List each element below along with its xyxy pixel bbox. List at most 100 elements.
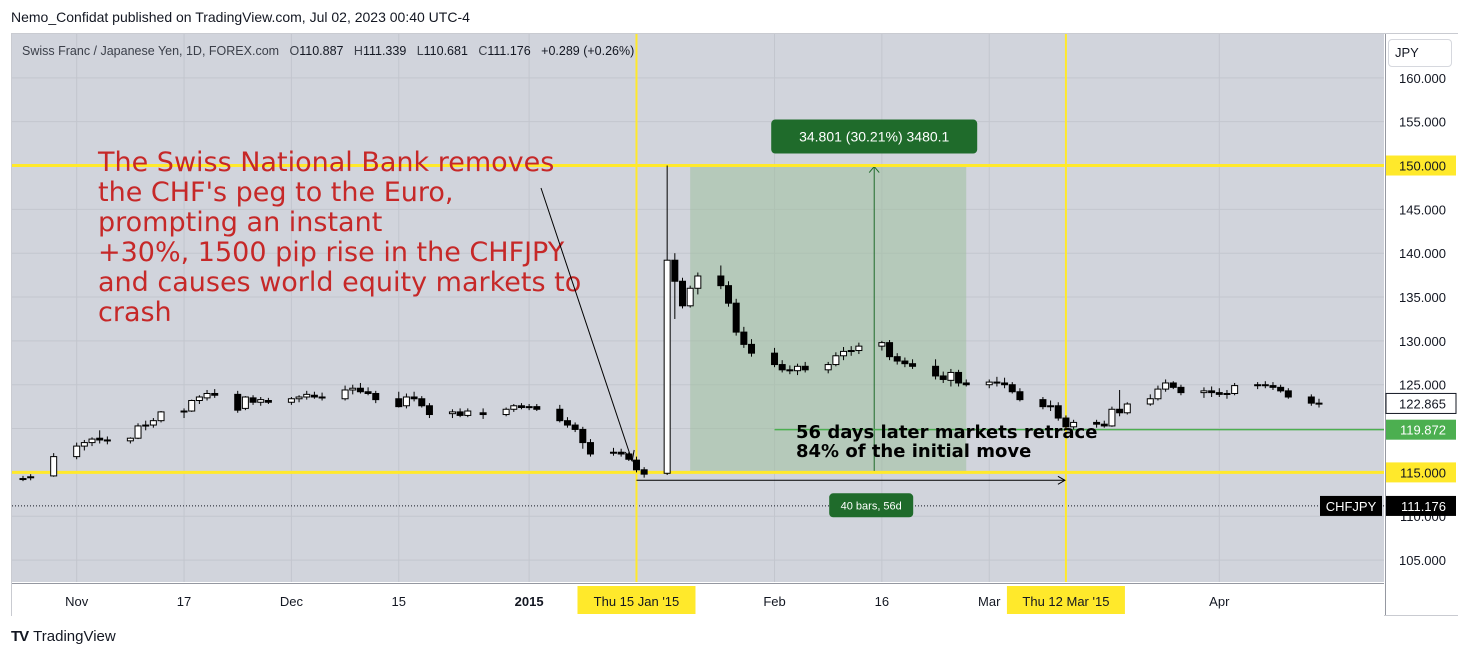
candle	[1261, 381, 1269, 389]
candle	[448, 409, 456, 419]
candle-body	[932, 365, 940, 377]
price-label-text: 122.865	[1399, 396, 1446, 411]
candle-body	[1215, 392, 1223, 395]
currency-button[interactable]: JPY	[1388, 39, 1452, 67]
candle	[80, 439, 88, 451]
candle-body	[88, 438, 96, 444]
change-value: +0.289 (+0.26%)	[541, 44, 635, 58]
y-tick-label: 125.000	[1399, 378, 1446, 393]
candle	[188, 399, 196, 412]
candle	[402, 393, 410, 409]
candle-body	[1307, 396, 1315, 404]
candle	[694, 272, 702, 295]
price-axis[interactable]	[1385, 34, 1458, 615]
candle-body	[686, 287, 694, 307]
candle-body	[1200, 390, 1208, 394]
candle-body	[717, 275, 725, 287]
candle	[349, 384, 357, 395]
candle	[134, 423, 142, 440]
candle	[1231, 382, 1239, 396]
candle	[1208, 386, 1216, 397]
candle-body	[1100, 423, 1108, 427]
x-axis-ticks: Nov 17 Dec 15 2015 Feb 16 Mar Apr	[65, 594, 1230, 609]
candle-body	[1231, 385, 1239, 394]
candle-body	[1054, 405, 1062, 419]
candle-body	[157, 411, 165, 422]
candle	[778, 360, 786, 373]
bars-measure-arrow-head	[1057, 475, 1066, 485]
footer-brand[interactable]: TV TradingView	[11, 628, 116, 645]
candle-body	[249, 397, 257, 403]
candle-body	[517, 405, 525, 409]
close-label: C	[478, 44, 488, 58]
symbol-name: Swiss Franc / Japanese Yen, 1D, FOREX.co…	[22, 44, 280, 58]
date-highlight-label: Thu 15 Jan '15	[577, 586, 696, 614]
candle-body	[732, 302, 740, 333]
candle-body	[525, 406, 533, 409]
candle	[893, 353, 901, 365]
candle-body	[257, 399, 265, 403]
time-axis[interactable]	[12, 583, 1384, 616]
candle	[962, 379, 970, 387]
candle	[1116, 389, 1124, 417]
candle	[418, 396, 426, 408]
x-tick-label: Feb	[763, 594, 785, 609]
candle	[1108, 406, 1116, 427]
candle-body	[909, 363, 917, 367]
candle	[824, 361, 832, 374]
candle-body	[1116, 408, 1124, 414]
candles	[19, 165, 1323, 482]
candle-body	[448, 411, 456, 415]
candle	[886, 340, 894, 361]
candle-body	[609, 451, 617, 454]
candle	[632, 456, 640, 473]
candle-body	[694, 275, 702, 289]
candle-body	[1001, 382, 1009, 386]
candle	[517, 403, 525, 410]
candle-body	[73, 445, 81, 458]
candle	[456, 408, 464, 418]
candle-body	[1039, 399, 1047, 408]
candle	[1093, 419, 1101, 428]
price-range-label: 34.801 (30.21%) 3480.1	[799, 129, 949, 145]
candle	[50, 453, 58, 477]
annotation-line: the CHF's peg to the Euro,	[98, 177, 453, 208]
candle	[1277, 384, 1285, 393]
candle-body	[847, 350, 855, 353]
candle-body	[586, 442, 594, 455]
candle	[1200, 387, 1208, 398]
candle-body	[556, 408, 564, 422]
candle-body	[241, 396, 249, 409]
footer-brand-label: TradingView	[33, 628, 116, 645]
x-tick-label: Apr	[1209, 594, 1230, 609]
candle-body	[955, 371, 963, 384]
date-highlight-label-bg	[577, 586, 696, 614]
candle	[686, 285, 694, 308]
candle	[96, 430, 104, 444]
candle	[464, 408, 472, 418]
candle	[985, 379, 993, 389]
candle	[211, 389, 219, 398]
candle	[832, 352, 840, 367]
candle	[732, 298, 740, 336]
annotation-line: prompting an instant	[98, 207, 382, 238]
candle-body	[1008, 384, 1016, 393]
candle	[410, 391, 418, 402]
candle-body	[1062, 417, 1070, 428]
candle-body	[80, 442, 88, 447]
candle-body	[1261, 384, 1269, 387]
candle-body	[832, 355, 840, 366]
y-tick-label: 130.000	[1399, 334, 1446, 349]
candle-body	[303, 393, 311, 398]
candle-body	[510, 405, 518, 410]
symbol-legend: Swiss Franc / Japanese Yen, 1D, FOREX.co…	[22, 44, 634, 58]
candle-body	[310, 394, 318, 398]
price-label-text: 111.176	[1401, 499, 1446, 514]
candle-body	[1208, 390, 1216, 394]
candle	[939, 371, 947, 383]
candle	[579, 426, 587, 449]
y-tick-label: 160.000	[1399, 71, 1446, 86]
candle	[364, 387, 372, 396]
